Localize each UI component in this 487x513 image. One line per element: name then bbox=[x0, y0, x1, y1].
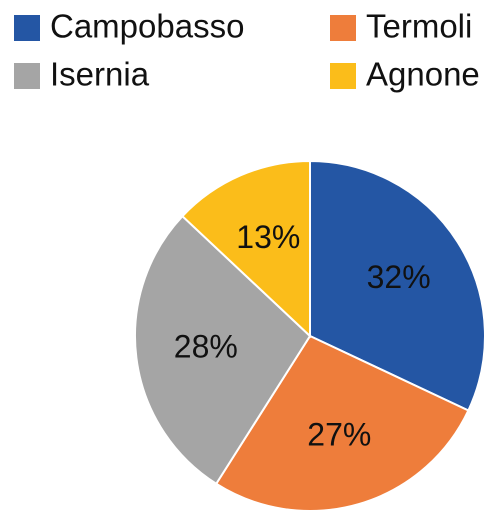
legend-label: Agnone bbox=[366, 56, 480, 93]
pie-slice bbox=[214, 334, 470, 512]
legend-swatch bbox=[14, 63, 40, 89]
legend-label: Termoli bbox=[366, 8, 472, 45]
legend-label: Isernia bbox=[50, 56, 150, 93]
legend-swatch bbox=[14, 15, 40, 41]
pie-slice bbox=[134, 214, 312, 486]
data-label: 27% bbox=[307, 416, 371, 452]
data-label: 32% bbox=[367, 259, 431, 295]
legend-label: Campobasso bbox=[50, 8, 244, 45]
pie-slice bbox=[309, 159, 486, 412]
legend-swatch bbox=[330, 15, 356, 41]
pie-slice bbox=[181, 159, 311, 339]
data-label: 13% bbox=[236, 219, 300, 255]
data-label: 28% bbox=[174, 329, 238, 365]
legend-swatch bbox=[330, 63, 356, 89]
